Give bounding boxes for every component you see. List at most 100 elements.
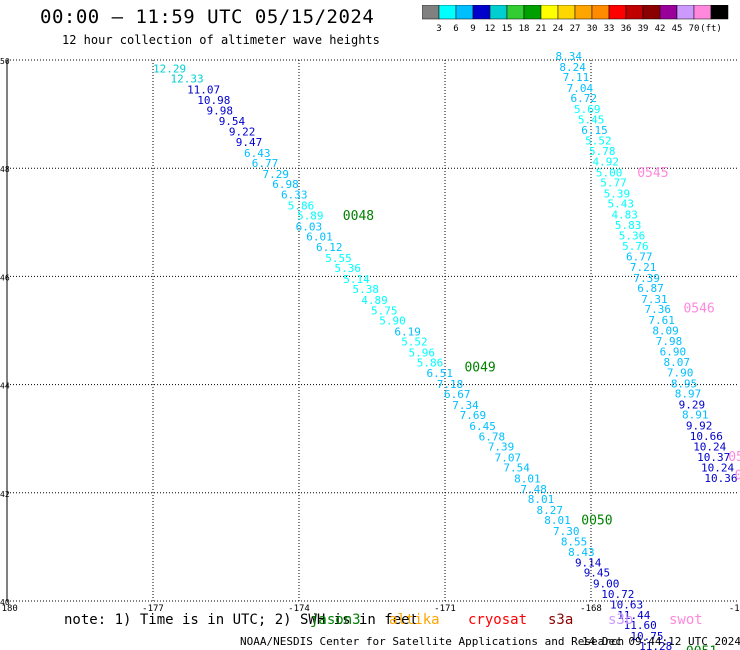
wave-height-label: 5.86 xyxy=(417,357,444,370)
wave-height-label: 9.14 xyxy=(575,556,602,569)
pass-time-label: 0050 xyxy=(581,514,612,529)
wave-height-label: 7.31 xyxy=(641,293,668,306)
colorbar-swatch xyxy=(676,5,695,20)
wave-height-label: 7.04 xyxy=(567,82,594,95)
pass-time-label: 0545 xyxy=(637,166,668,181)
wave-height-label: 5.78 xyxy=(589,145,616,158)
wave-height-label: 9.00 xyxy=(593,577,620,590)
wave-height-label: 10.24 xyxy=(693,441,726,454)
lat-tick-label: 42 xyxy=(0,490,10,499)
wave-height-label: 10.63 xyxy=(610,599,643,612)
pass-time-label: 0049 xyxy=(464,361,495,376)
colorbar-swatch xyxy=(455,5,474,20)
map-grid xyxy=(6,59,737,602)
wave-height-label: 8.01 xyxy=(544,514,571,527)
wave-height-label: 6.98 xyxy=(272,178,299,191)
wave-height-label: 7.69 xyxy=(460,409,487,422)
colorbar-label: (ft) xyxy=(700,24,722,34)
wave-height-label: 5.36 xyxy=(619,230,646,243)
wave-height-label: 6.67 xyxy=(444,388,471,401)
wave-height-label: 5.96 xyxy=(409,346,436,359)
footer-note: note: 1) Time is in UTC; 2) SWH is in fe… xyxy=(64,612,419,628)
wave-height-label: 5.52 xyxy=(585,134,612,147)
colorbar-swatch xyxy=(438,5,457,20)
wave-height-label: 6.78 xyxy=(479,430,506,443)
colorbar-swatch xyxy=(693,5,712,20)
wave-height-label: 10.75 xyxy=(630,630,663,643)
wave-height-label: 7.36 xyxy=(645,303,672,316)
wave-height-label: 9.98 xyxy=(207,105,234,118)
wave-height-label: 4.83 xyxy=(611,209,638,222)
wave-height-label: 7.48 xyxy=(520,483,547,496)
wave-height-label: 6.72 xyxy=(571,92,598,105)
pass-time-labels: 0048 0049 0050 0051 0545 0546 05 05 xyxy=(343,166,740,650)
wave-height-label: 8.55 xyxy=(561,535,588,548)
wave-height-label: 5.38 xyxy=(353,283,380,296)
wave-height-label: 7.30 xyxy=(553,525,580,538)
lat-tick-label: 44 xyxy=(0,382,10,391)
satellite-legend-jason3: jason3 xyxy=(310,612,361,628)
pass-time-label: 0048 xyxy=(343,209,374,224)
wave-height-label: 6.03 xyxy=(296,220,323,233)
colorbar-label: 45 xyxy=(672,24,683,34)
wave-height-label: 9.92 xyxy=(686,420,713,433)
lon-tick-label: -171 xyxy=(434,604,456,614)
lon-tick-label: -180 xyxy=(0,604,18,614)
wave-height-label: 5.89 xyxy=(297,210,324,223)
wave-height-label: 10.72 xyxy=(601,588,634,601)
wave-height-label: 5.36 xyxy=(335,262,362,275)
colorbar-swatch xyxy=(710,5,729,20)
wave-height-label: 7.34 xyxy=(452,399,479,412)
wave-height-label: 7.29 xyxy=(263,168,290,181)
colorbar-label: 27 xyxy=(570,24,581,34)
wave-height-label: 9.45 xyxy=(584,567,611,580)
wave-height-label: 8.97 xyxy=(675,388,702,401)
wave-height-label: 8.07 xyxy=(664,356,691,369)
wave-height-label: 6.77 xyxy=(252,157,279,170)
satellite-legend-altika: altika xyxy=(389,612,440,628)
wave-height-label: 11.60 xyxy=(624,619,657,632)
colorbar-label: 33 xyxy=(604,24,615,34)
satellite-legend-cryosat: cryosat xyxy=(468,612,528,628)
colorbar-label: 15 xyxy=(502,24,513,34)
wave-height-label: 8.01 xyxy=(528,493,555,506)
pass-time-label: 0051 xyxy=(686,645,717,650)
colorbar-swatch xyxy=(557,5,576,20)
wave-height-label: 6.87 xyxy=(637,282,664,295)
wave-height-label: 5.86 xyxy=(288,199,315,212)
wave-height-label: 8.27 xyxy=(536,504,563,517)
colorbar-swatch xyxy=(591,5,610,20)
colorbar-label: 18 xyxy=(519,24,530,34)
wave-height-label: 8.24 xyxy=(559,61,586,74)
wave-height-label: 5.43 xyxy=(608,198,635,211)
colorbar-label: 70 xyxy=(689,24,700,34)
wave-height-label: 5.90 xyxy=(379,315,406,328)
lat-tick-label: 50 xyxy=(0,57,10,66)
wave-height-label: 6.51 xyxy=(427,367,454,380)
wave-height-label: 5.75 xyxy=(371,304,398,317)
wave-height-label: 8.91 xyxy=(682,409,709,422)
altimeter-tracks: 12.2912.3311.0710.989.989.549.229.476.43… xyxy=(153,50,738,650)
wave-height-label: 6.33 xyxy=(281,188,308,201)
wave-height-label: 5.69 xyxy=(574,103,601,116)
wave-height-label: 6.01 xyxy=(306,231,333,244)
lon-tick-label: -174 xyxy=(288,604,310,614)
generated-timestamp: 14 Dec 09:44:12 UTC 2024 xyxy=(582,635,740,648)
wave-height-label: 8.01 xyxy=(514,473,541,486)
wave-height-label: 9.29 xyxy=(679,398,706,411)
wave-height-label: 7.90 xyxy=(667,366,694,379)
colorbar-label: 6 xyxy=(453,24,458,34)
wave-height-label: 9.47 xyxy=(236,136,263,149)
colorbar-label: 21 xyxy=(536,24,547,34)
colorbar-label: 12 xyxy=(485,24,496,34)
wave-height-label: 5.45 xyxy=(578,113,605,126)
colorbar-label: 36 xyxy=(621,24,632,34)
credit-line: NOAA/NESDIS Center for Satellite Applica… xyxy=(240,635,625,648)
wave-height-label: 5.76 xyxy=(622,240,649,253)
wave-height-label: 8.95 xyxy=(671,377,698,390)
wave-height-label: 11.28 xyxy=(639,640,672,650)
wave-height-label: 4.89 xyxy=(361,294,388,307)
pass-time-label: 05 xyxy=(728,450,740,465)
colorbar-label: 30 xyxy=(587,24,598,34)
wave-height-label: 5.83 xyxy=(615,219,642,232)
